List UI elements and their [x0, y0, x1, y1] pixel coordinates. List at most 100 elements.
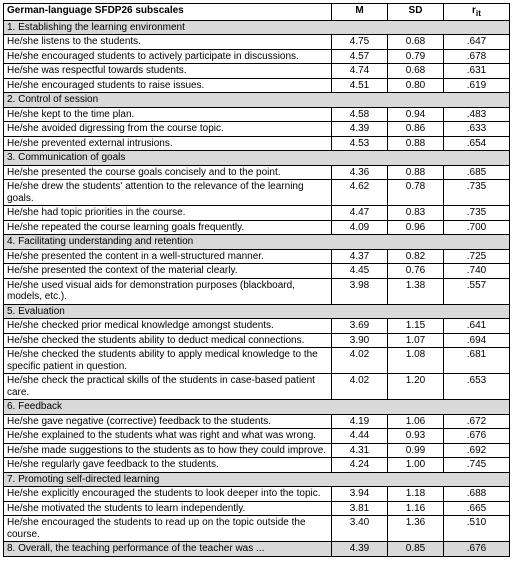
table-row: He/she kept to the time plan.4.580.94.48…	[4, 107, 510, 122]
cell-sd: 0.83	[388, 206, 444, 221]
cell-label: He/she checked prior medical knowledge a…	[4, 319, 332, 334]
section-title: 4. Facilitating understanding and retent…	[4, 235, 510, 250]
cell-sd: 1.08	[388, 348, 444, 374]
col-header-subscales: German-language SFDP26 subscales	[4, 4, 332, 21]
cell-sd: 1.06	[388, 414, 444, 429]
section-title: 1. Establishing the learning environment	[4, 20, 510, 35]
cell-label: He/she checked the students ability to a…	[4, 348, 332, 374]
cell-rit: .647	[444, 35, 510, 50]
table-row: He/she checked the students ability to d…	[4, 333, 510, 348]
table-row: He/she used visual aids for demonstratio…	[4, 278, 510, 304]
cell-label: He/she encouraged the students to read u…	[4, 516, 332, 542]
cell-m: 4.19	[332, 414, 388, 429]
cell-m: 3.98	[332, 278, 388, 304]
section-title: 7. Promoting self-directed learning	[4, 472, 510, 487]
cell-rit: .692	[444, 443, 510, 458]
cell-label: He/she was respectful towards students.	[4, 64, 332, 79]
cell-sd: 1.38	[388, 278, 444, 304]
cell-rit: .685	[444, 165, 510, 180]
cell-sd: 0.82	[388, 249, 444, 264]
cell-m: 4.75	[332, 35, 388, 50]
table-body: 1. Establishing the learning environment…	[4, 20, 510, 556]
cell-label: He/she repeated the course learning goal…	[4, 220, 332, 235]
cell-rit: .654	[444, 136, 510, 151]
section-row: 4. Facilitating understanding and retent…	[4, 235, 510, 250]
cell-m: 4.57	[332, 49, 388, 64]
cell-label: He/she drew the students' attention to t…	[4, 180, 332, 206]
cell-label: He/she presented the context of the mate…	[4, 264, 332, 279]
sfdp-subscales-table: German-language SFDP26 subscales M SD ri…	[3, 3, 510, 557]
cell-label: He/she prevented external intrusions.	[4, 136, 332, 151]
cell-sd: 0.80	[388, 78, 444, 93]
cell-rit: .641	[444, 319, 510, 334]
cell-rit: .681	[444, 348, 510, 374]
cell-rit: .510	[444, 516, 510, 542]
table-row: He/she presented the content in a well-s…	[4, 249, 510, 264]
table-row: He/she had topic priorities in the cours…	[4, 206, 510, 221]
cell-sd: 1.20	[388, 374, 444, 400]
table-row: He/she explicitly encouraged the student…	[4, 487, 510, 502]
cell-rit: .725	[444, 249, 510, 264]
cell-m: 4.31	[332, 443, 388, 458]
table-row: He/she check the practical skills of the…	[4, 374, 510, 400]
cell-rit: .700	[444, 220, 510, 235]
section-row: 6. Feedback	[4, 400, 510, 415]
cell-m: 4.45	[332, 264, 388, 279]
table-row: He/she encouraged students to actively p…	[4, 49, 510, 64]
table-row: He/she encouraged students to raise issu…	[4, 78, 510, 93]
cell-m: 4.37	[332, 249, 388, 264]
cell-rit: .735	[444, 180, 510, 206]
table-row: He/she presented the course goals concis…	[4, 165, 510, 180]
cell-sd: 1.00	[388, 458, 444, 473]
cell-sd: 1.36	[388, 516, 444, 542]
cell-m: 4.47	[332, 206, 388, 221]
cell-label: He/she explained to the students what wa…	[4, 429, 332, 444]
cell-sd: 0.68	[388, 64, 444, 79]
cell-m: 3.69	[332, 319, 388, 334]
section-title: 6. Feedback	[4, 400, 510, 415]
cell-sd: 1.16	[388, 501, 444, 516]
cell-sd: 0.68	[388, 35, 444, 50]
cell-rit: .665	[444, 501, 510, 516]
cell-label: He/she presented the content in a well-s…	[4, 249, 332, 264]
cell-m: 3.90	[332, 333, 388, 348]
section-row: 1. Establishing the learning environment	[4, 20, 510, 35]
cell-sd: 1.18	[388, 487, 444, 502]
table-row: He/she gave negative (corrective) feedba…	[4, 414, 510, 429]
section-row: 5. Evaluation	[4, 304, 510, 319]
col-header-rit: rit	[444, 4, 510, 21]
cell-label: He/she checked the students ability to d…	[4, 333, 332, 348]
cell-sd: 0.94	[388, 107, 444, 122]
table-header-row: German-language SFDP26 subscales M SD ri…	[4, 4, 510, 21]
cell-sd: 0.85	[388, 542, 444, 557]
cell-sd: 0.88	[388, 136, 444, 151]
section-title: 8. Overall, the teaching performance of …	[4, 542, 332, 557]
cell-sd: 0.96	[388, 220, 444, 235]
cell-rit: .735	[444, 206, 510, 221]
cell-rit: .676	[444, 542, 510, 557]
cell-sd: 0.99	[388, 443, 444, 458]
cell-sd: 0.88	[388, 165, 444, 180]
cell-m: 4.02	[332, 374, 388, 400]
cell-label: He/she made suggestions to the students …	[4, 443, 332, 458]
cell-label: He/she encouraged students to actively p…	[4, 49, 332, 64]
table-row: He/she explained to the students what wa…	[4, 429, 510, 444]
section-title: 2. Control of session	[4, 93, 510, 108]
cell-label: He/she avoided digressing from the cours…	[4, 122, 332, 137]
table-row: He/she was respectful towards students.4…	[4, 64, 510, 79]
cell-m: 3.40	[332, 516, 388, 542]
col-header-sd: SD	[388, 4, 444, 21]
cell-label: He/she kept to the time plan.	[4, 107, 332, 122]
cell-rit: .557	[444, 278, 510, 304]
table-row: He/she avoided digressing from the cours…	[4, 122, 510, 137]
cell-label: He/she gave negative (corrective) feedba…	[4, 414, 332, 429]
cell-rit: .631	[444, 64, 510, 79]
section-row: 7. Promoting self-directed learning	[4, 472, 510, 487]
section-row: 8. Overall, the teaching performance of …	[4, 542, 510, 557]
table-row: He/she presented the context of the mate…	[4, 264, 510, 279]
table-row: He/she prevented external intrusions.4.5…	[4, 136, 510, 151]
cell-sd: 0.86	[388, 122, 444, 137]
cell-m: 4.74	[332, 64, 388, 79]
cell-rit: .633	[444, 122, 510, 137]
cell-rit: .672	[444, 414, 510, 429]
